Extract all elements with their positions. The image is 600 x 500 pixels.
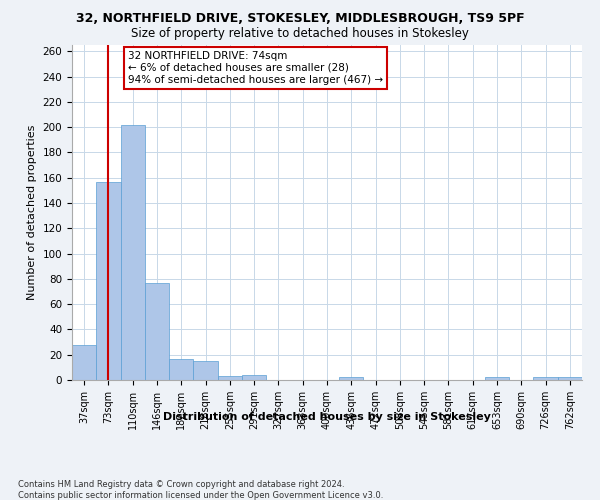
Text: 32 NORTHFIELD DRIVE: 74sqm
← 6% of detached houses are smaller (28)
94% of semi-: 32 NORTHFIELD DRIVE: 74sqm ← 6% of detac… bbox=[128, 52, 383, 84]
Text: Distribution of detached houses by size in Stokesley: Distribution of detached houses by size … bbox=[163, 412, 491, 422]
Bar bbox=[485, 378, 509, 380]
Bar bbox=[218, 376, 242, 380]
Bar bbox=[96, 182, 121, 380]
Bar bbox=[145, 282, 169, 380]
Bar bbox=[242, 375, 266, 380]
Text: Size of property relative to detached houses in Stokesley: Size of property relative to detached ho… bbox=[131, 28, 469, 40]
Bar bbox=[121, 124, 145, 380]
Text: 32, NORTHFIELD DRIVE, STOKESLEY, MIDDLESBROUGH, TS9 5PF: 32, NORTHFIELD DRIVE, STOKESLEY, MIDDLES… bbox=[76, 12, 524, 26]
Bar bbox=[72, 344, 96, 380]
Bar bbox=[533, 378, 558, 380]
Text: Contains HM Land Registry data © Crown copyright and database right 2024.
Contai: Contains HM Land Registry data © Crown c… bbox=[18, 480, 383, 500]
Y-axis label: Number of detached properties: Number of detached properties bbox=[27, 125, 37, 300]
Bar bbox=[169, 358, 193, 380]
Bar bbox=[193, 361, 218, 380]
Bar bbox=[339, 378, 364, 380]
Bar bbox=[558, 378, 582, 380]
